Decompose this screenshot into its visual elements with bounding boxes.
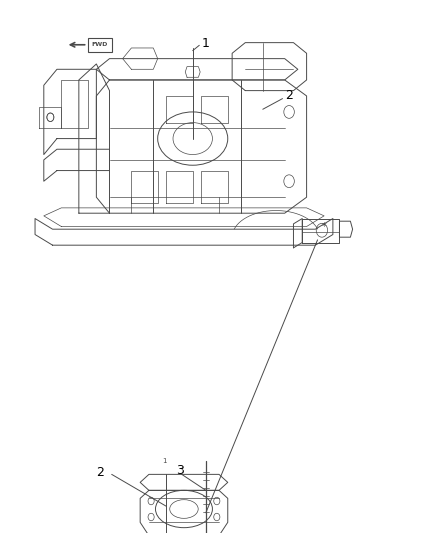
Text: 2: 2 (96, 466, 104, 479)
Text: 1: 1 (162, 458, 166, 464)
Text: 3: 3 (176, 464, 184, 477)
Text: 2: 2 (285, 90, 293, 102)
Text: *: * (322, 222, 326, 231)
Text: FWD: FWD (91, 42, 108, 47)
Text: 1: 1 (201, 37, 209, 50)
